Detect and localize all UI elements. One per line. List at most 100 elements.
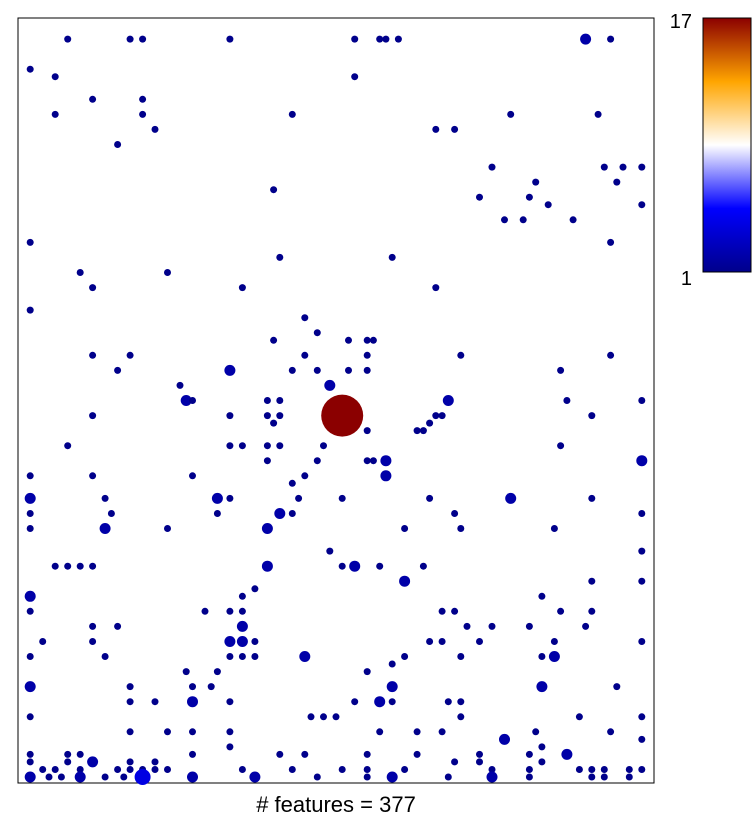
- data-point: [89, 412, 96, 419]
- data-point: [607, 352, 614, 359]
- data-point: [177, 382, 184, 389]
- data-point: [251, 585, 258, 592]
- data-point: [638, 766, 645, 773]
- data-point: [270, 186, 277, 193]
- data-point: [239, 593, 246, 600]
- data-point: [439, 412, 446, 419]
- data-point: [27, 653, 34, 660]
- data-point: [251, 653, 258, 660]
- data-point: [551, 525, 558, 532]
- data-point: [387, 772, 398, 783]
- data-point: [237, 621, 248, 632]
- data-point: [557, 442, 564, 449]
- data-point: [389, 698, 396, 705]
- data-point: [489, 164, 496, 171]
- data-point: [114, 766, 121, 773]
- data-point: [239, 608, 246, 615]
- data-point: [364, 751, 371, 758]
- data-point: [638, 736, 645, 743]
- data-point: [27, 713, 34, 720]
- data-point: [376, 36, 383, 43]
- data-point: [189, 472, 196, 479]
- data-point: [25, 591, 36, 602]
- data-point: [389, 254, 396, 261]
- data-point: [349, 561, 360, 572]
- x-axis-label: # features = 377: [256, 792, 416, 817]
- data-point: [532, 728, 539, 735]
- data-point: [351, 36, 358, 43]
- data-point: [295, 495, 302, 502]
- data-point: [214, 510, 221, 517]
- data-point: [239, 653, 246, 660]
- data-point: [545, 201, 552, 208]
- data-point: [351, 698, 358, 705]
- data-point: [420, 427, 427, 434]
- data-point: [364, 337, 371, 344]
- data-point: [414, 728, 421, 735]
- data-point: [264, 397, 271, 404]
- data-point: [164, 525, 171, 532]
- data-point: [401, 525, 408, 532]
- data-point: [364, 774, 371, 781]
- data-point: [613, 683, 620, 690]
- data-point: [25, 772, 36, 783]
- data-point: [27, 66, 34, 73]
- data-point: [64, 36, 71, 43]
- data-point: [563, 397, 570, 404]
- data-point: [580, 34, 591, 45]
- data-point: [189, 728, 196, 735]
- data-point: [364, 352, 371, 359]
- data-point: [270, 420, 277, 427]
- data-point: [489, 623, 496, 630]
- data-point: [89, 638, 96, 645]
- data-point: [289, 480, 296, 487]
- data-point: [27, 307, 34, 314]
- data-point: [439, 728, 446, 735]
- data-point: [464, 623, 471, 630]
- data-point: [25, 493, 36, 504]
- data-point: [251, 638, 258, 645]
- data-point: [638, 397, 645, 404]
- data-point: [27, 239, 34, 246]
- data-point: [445, 698, 452, 705]
- data-point: [457, 352, 464, 359]
- data-point: [276, 442, 283, 449]
- data-point: [27, 510, 34, 517]
- data-point: [345, 337, 352, 344]
- data-point: [301, 472, 308, 479]
- data-point: [339, 563, 346, 570]
- data-point: [289, 510, 296, 517]
- data-point: [432, 412, 439, 419]
- data-point: [538, 653, 545, 660]
- data-point: [189, 397, 196, 404]
- colorbar-min-label: 1: [681, 268, 692, 290]
- data-point: [638, 201, 645, 208]
- data-point: [426, 638, 433, 645]
- data-point: [25, 681, 36, 692]
- data-point: [345, 367, 352, 374]
- data-point: [127, 683, 134, 690]
- data-point: [538, 743, 545, 750]
- data-point: [164, 269, 171, 276]
- data-point: [588, 766, 595, 773]
- data-point: [364, 457, 371, 464]
- data-point: [443, 395, 454, 406]
- data-point: [538, 593, 545, 600]
- data-point: [638, 638, 645, 645]
- data-point: [370, 457, 377, 464]
- data-point: [264, 412, 271, 419]
- data-point: [102, 774, 109, 781]
- data-point: [187, 772, 198, 783]
- data-point: [89, 284, 96, 291]
- data-point: [526, 194, 533, 201]
- data-point: [380, 455, 391, 466]
- data-point: [224, 365, 235, 376]
- data-point: [276, 751, 283, 758]
- data-point: [189, 683, 196, 690]
- data-point: [476, 758, 483, 765]
- data-point: [557, 367, 564, 374]
- data-point: [576, 713, 583, 720]
- data-point: [87, 756, 98, 767]
- data-point: [582, 623, 589, 630]
